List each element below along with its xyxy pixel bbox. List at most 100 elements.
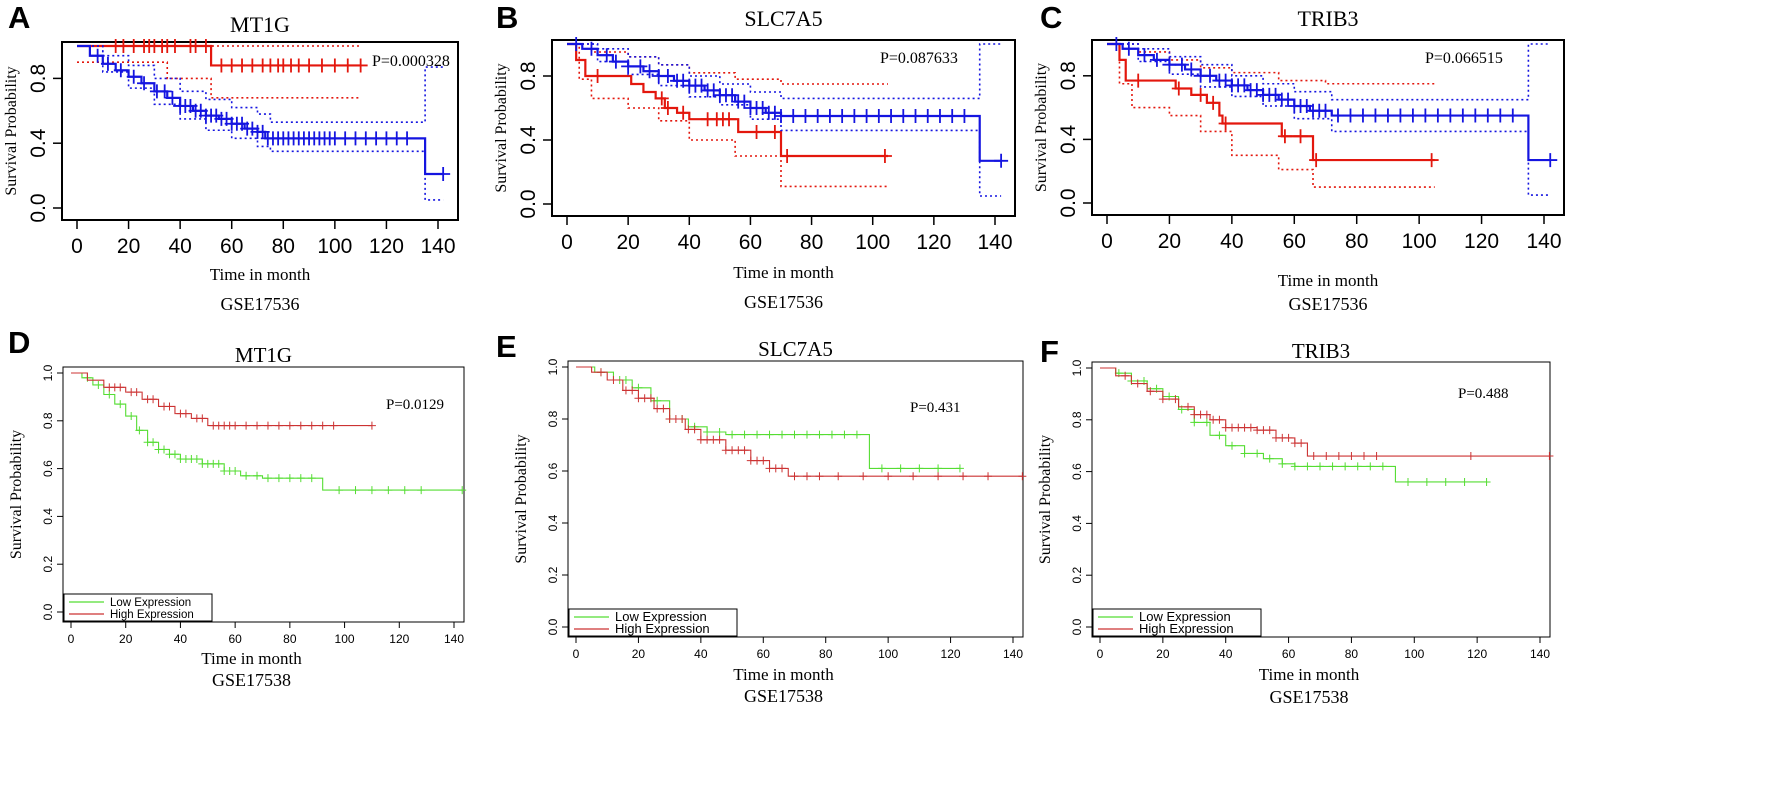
censor-mark (1121, 41, 1136, 56)
y-tick-label: 0.0 (1070, 618, 1084, 635)
censor-mark (231, 466, 240, 475)
x-tick-label: 40 (678, 231, 701, 254)
censor-mark (909, 472, 918, 481)
y-axis-label: Survival Probability (8, 430, 25, 559)
censor-mark (633, 59, 648, 74)
dataset-label: GSE17538 (212, 670, 291, 690)
censor-mark (994, 153, 1009, 168)
x-tick-label: 0 (573, 647, 580, 661)
survival-curve (71, 372, 463, 491)
censor-mark (1441, 477, 1450, 486)
censor-mark (1202, 418, 1211, 427)
plot-frame (1091, 39, 1565, 216)
series-low-expression (576, 366, 964, 473)
x-tick-label: 140 (977, 231, 1012, 254)
y-tick-label: 1.0 (1070, 359, 1084, 376)
x-tick-label: 140 (1003, 647, 1023, 661)
censor-mark (165, 90, 180, 105)
censor-mark (1543, 153, 1558, 168)
censor-mark (307, 474, 316, 483)
y-axis-label: Survival Probability (493, 63, 510, 192)
censor-mark (715, 428, 724, 436)
censor-mark (798, 109, 813, 123)
censor-mark (1206, 95, 1221, 110)
censor-mark (458, 486, 467, 495)
censor-mark (242, 421, 251, 430)
censor-mark (1281, 92, 1296, 107)
censor-mark (1253, 449, 1262, 458)
censor-mark (1405, 108, 1420, 123)
x-tick-label: 100 (855, 231, 890, 254)
censor-mark (660, 101, 675, 115)
y-tick-label: 0.4 (517, 125, 540, 155)
censor-mark (877, 149, 892, 163)
censor-mark (767, 125, 782, 139)
censor-mark (659, 404, 668, 413)
x-tick-label: 40 (1219, 647, 1233, 661)
x-tick-label: 20 (632, 647, 646, 661)
censor-mark (1190, 418, 1199, 427)
y-tick-label: 0.2 (41, 556, 55, 573)
x-axis-label: Time in month (1259, 665, 1360, 684)
x-tick-label: 140 (1526, 230, 1561, 253)
x-tick-label: 100 (335, 632, 355, 646)
ci-lower-line (567, 43, 1002, 197)
x-tick-label: 60 (739, 231, 762, 254)
km-chart-a: MT1G 0 20 40 60 80 100 120 140 0.0 0.4 0.8 Time in m… (3, 12, 459, 314)
censor-mark (400, 486, 409, 495)
censor-mark (90, 48, 105, 63)
x-tick-label: 140 (444, 632, 464, 646)
censor-mark (1378, 462, 1387, 471)
censor-mark (198, 39, 213, 53)
legend-box (63, 593, 213, 622)
x-tick-label: 20 (1158, 230, 1181, 253)
censor-mark (884, 472, 893, 481)
censor-mark (1228, 441, 1236, 450)
censor-mark (934, 472, 943, 481)
y-tick-label: 0.2 (546, 566, 560, 583)
censor-mark (920, 109, 935, 123)
x-tick-label: 0 (68, 632, 75, 646)
y-axis-label: Survival Probability (513, 434, 530, 563)
censor-mark (116, 383, 125, 392)
censor-mark (621, 59, 636, 74)
censor-mark (1158, 395, 1167, 404)
censor-mark (367, 421, 376, 430)
y-tick-label: 0.0 (1057, 188, 1080, 217)
censor-mark (765, 430, 774, 439)
x-axis-label: Time in month (733, 665, 834, 684)
y-axis-label: Survival Probability (1033, 63, 1050, 192)
legend-box (1092, 608, 1262, 637)
legend-label: Low Expression (1139, 609, 1231, 624)
censor-mark (1174, 57, 1189, 72)
censor-mark (1162, 57, 1177, 72)
x-tick-label: 0 (1097, 647, 1104, 661)
dataset-label: GSE17538 (1269, 687, 1348, 707)
censor-mark (1372, 452, 1381, 461)
dataset-label: GSE17536 (1288, 294, 1367, 314)
chart-title: MT1G (230, 12, 290, 37)
censor-mark (722, 112, 737, 127)
censor-mark (384, 486, 393, 495)
censor-mark (1290, 462, 1299, 471)
censor-mark (1424, 153, 1439, 168)
y-axis-label: Survival Probability (1037, 435, 1054, 564)
x-tick-label: 60 (1282, 647, 1296, 661)
censor-mark (1137, 48, 1152, 63)
x-tick-label: 0 (71, 235, 83, 258)
censor-mark (340, 58, 355, 73)
censor-mark (1328, 462, 1337, 471)
censor-mark (802, 430, 811, 439)
x-tick-label: 140 (1530, 647, 1550, 661)
censor-mark (1430, 108, 1445, 123)
plot-frame (62, 366, 465, 623)
censor-mark (274, 474, 283, 483)
y-axis-label: Survival Probability (3, 66, 20, 195)
censor-mark (1468, 108, 1483, 123)
censor-mark (1343, 108, 1358, 123)
censor-mark (1380, 108, 1395, 123)
censor-mark (1360, 452, 1368, 461)
censor-mark (728, 430, 737, 439)
x-tick-label: 100 (317, 235, 352, 258)
censor-mark (132, 388, 141, 397)
